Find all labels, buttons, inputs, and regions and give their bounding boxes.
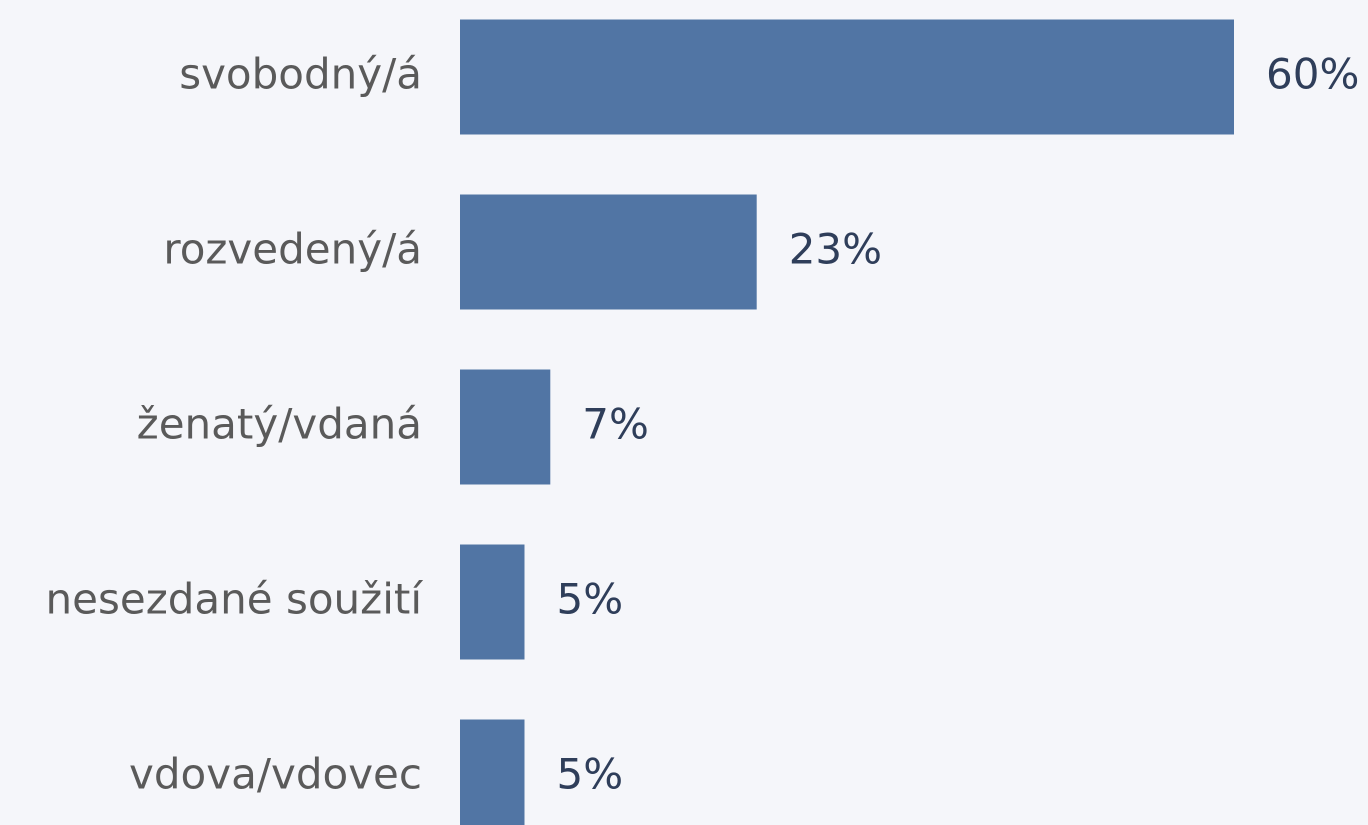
category-label: nesezdané soužití <box>46 575 424 624</box>
category-label: ženatý/vdaná <box>137 400 422 449</box>
value-label: 5% <box>557 575 624 624</box>
category-label: svobodný/á <box>179 50 422 99</box>
value-label: 5% <box>557 750 624 799</box>
value-label: 60% <box>1266 50 1359 99</box>
bar <box>460 544 525 660</box>
value-label: 7% <box>582 400 649 449</box>
bar <box>460 194 757 310</box>
bar <box>460 369 551 485</box>
bar <box>460 19 1234 135</box>
category-label: rozvedený/á <box>163 225 422 274</box>
value-label: 23% <box>789 225 882 274</box>
category-label: vdova/vdovec <box>129 750 422 799</box>
bar <box>460 719 525 825</box>
